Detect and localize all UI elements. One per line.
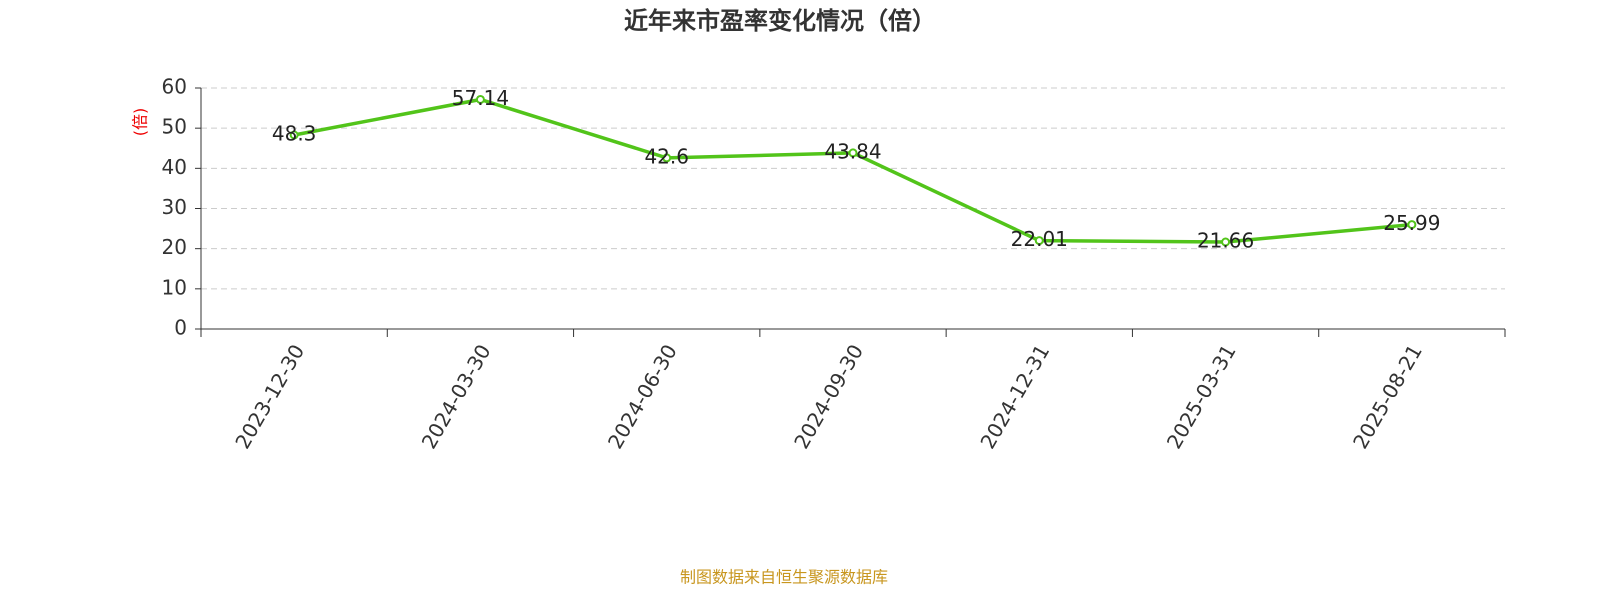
y-tick-label: 20 [162, 235, 187, 259]
data-label: 25.99 [1383, 211, 1440, 235]
data-label: 48.3 [272, 121, 317, 145]
x-tick-label: 2023-12-30 [230, 340, 309, 453]
data-label: 21.66 [1197, 228, 1254, 252]
source-note: 制图数据来自恒生聚源数据库 [680, 568, 888, 587]
data-point [289, 130, 299, 140]
y-tick-label: 30 [162, 195, 187, 219]
y-tick-label: 10 [162, 275, 187, 299]
chart-title: 近年来市盈率变化情况（倍） [624, 7, 936, 35]
y-axis-label: (倍) [131, 108, 150, 137]
x-tick-label: 2024-06-30 [603, 340, 682, 453]
data-point [1407, 220, 1417, 230]
y-tick-label: 60 [162, 75, 187, 99]
y-tick-label: 0 [174, 316, 187, 340]
data-point [1221, 237, 1231, 247]
x-tick-label: 2024-12-31 [975, 340, 1054, 453]
data-label: 43.84 [824, 139, 881, 163]
data-point [662, 153, 672, 163]
data-label: 22.01 [1011, 227, 1068, 251]
x-tick-label: 2025-03-31 [1162, 340, 1241, 453]
data-label: 57.14 [452, 86, 509, 110]
x-tick-label: 2024-03-30 [417, 340, 496, 453]
y-tick-label: 50 [162, 115, 187, 139]
data-point [1034, 236, 1044, 246]
x-tick-label: 2024-09-30 [789, 340, 868, 453]
y-tick-label: 40 [162, 155, 187, 179]
data-point [848, 148, 858, 158]
x-tick-label: 2025-08-21 [1348, 340, 1427, 453]
data-line [293, 97, 1413, 244]
data-label: 42.6 [644, 144, 689, 168]
data-point [475, 94, 485, 104]
